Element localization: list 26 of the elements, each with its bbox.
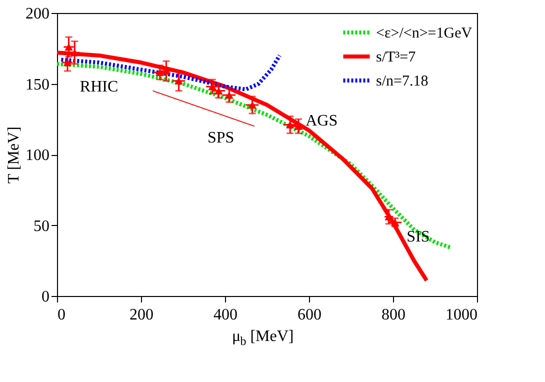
- y-tick-label: 50: [34, 218, 50, 235]
- point: [225, 91, 234, 99]
- line-series: [59, 53, 282, 92]
- x-tick-label: 1000: [446, 306, 478, 324]
- legend-label: s/T³=7: [376, 50, 416, 66]
- legend-label: s/n=7.18: [376, 74, 428, 90]
- x-tick-label: 200: [130, 306, 154, 324]
- point: [214, 87, 223, 94]
- y-tick-label: 100: [26, 147, 50, 164]
- y-axis-title: T [MeV]: [6, 126, 22, 184]
- point: [248, 101, 256, 109]
- point: [174, 77, 183, 85]
- y-tick-label: 0: [42, 288, 50, 306]
- y-tick-label: 200: [26, 6, 50, 22]
- x-tick-label: 400: [214, 306, 238, 324]
- annotation: SPS: [207, 130, 234, 147]
- annotation: AGS: [306, 112, 338, 130]
- x-tick-label: 0: [58, 306, 66, 324]
- x-tick-label: 600: [298, 306, 322, 324]
- legend-label: <ε>/<n>=1GeV: [376, 26, 472, 42]
- annotation: RHIC: [80, 78, 118, 96]
- point: [286, 121, 294, 128]
- y-tick-label: 150: [26, 76, 50, 94]
- annotation: SIS: [406, 228, 430, 246]
- x-tick-label: 800: [382, 306, 406, 324]
- point: [156, 68, 164, 76]
